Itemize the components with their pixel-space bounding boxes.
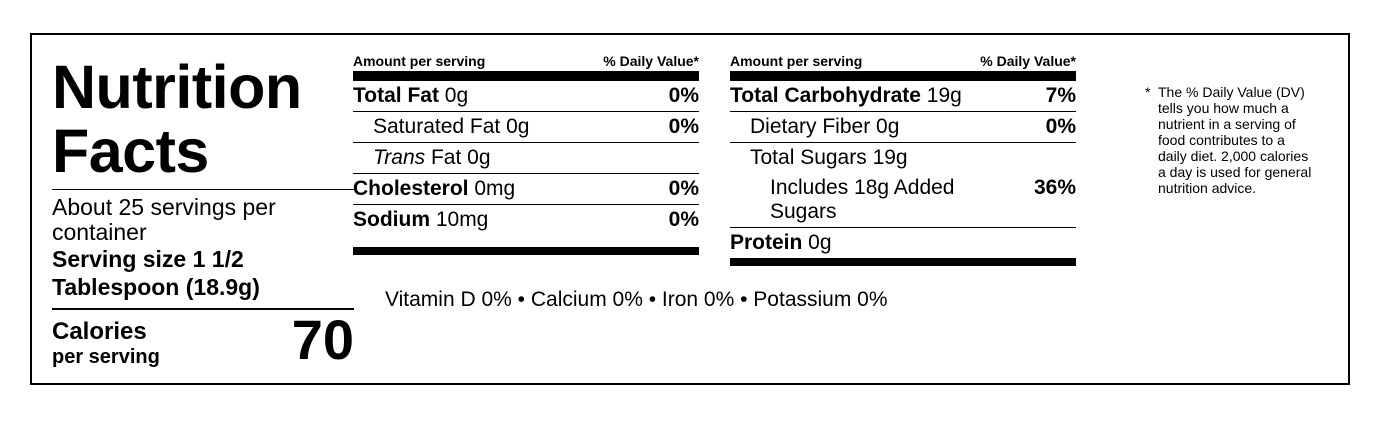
- nutrient-name: Sodium: [353, 208, 430, 231]
- nutrient-row-saturated-fat: Saturated Fat 0g 0%: [353, 112, 699, 143]
- nutrient-row-sodium: Sodium 10mg 0%: [353, 205, 699, 247]
- title-line-1: Nutrition: [52, 53, 302, 121]
- header-amount: Amount per serving: [353, 53, 486, 69]
- nutrient-name: Protein: [730, 231, 803, 254]
- table-header: Amount per serving % Daily Value*: [353, 51, 699, 81]
- nutrient-name: Cholesterol: [353, 177, 469, 200]
- nutrient-row-added-sugars: Includes 18g Added Sugars 36%: [730, 173, 1076, 228]
- title-line-2: Facts: [52, 117, 209, 185]
- nutrient-amount: 10mg: [430, 208, 489, 231]
- vitamins-minerals: Vitamin D 0% • Calcium 0% • Iron 0% • Po…: [385, 288, 888, 311]
- header-daily-value: % Daily Value*: [603, 53, 699, 69]
- nutrient-amount: 19g: [920, 84, 962, 107]
- header-daily-value: % Daily Value*: [980, 53, 1076, 69]
- nutrient-amount: 0g: [500, 115, 530, 138]
- nutrient-name: Includes 18g Added Sugars: [770, 176, 955, 223]
- nutrient-amount: 0g: [802, 231, 832, 254]
- servings-per-container: About 25 servings per container: [52, 194, 276, 245]
- nutrient-table-right: Amount per serving % Daily Value* Total …: [730, 51, 1076, 266]
- nutrient-dv: 0%: [1045, 115, 1076, 138]
- nutrient-row-protein: Protein 0g: [730, 228, 1076, 258]
- nutrient-amount: 19g: [866, 146, 908, 169]
- calories-label: Calories: [52, 318, 147, 345]
- footnote-text: The % Daily Value (DV) tells you how muc…: [1158, 84, 1312, 196]
- nutrient-amount: Fat 0g: [425, 146, 491, 169]
- nutrient-row-total-sugars: Total Sugars 19g: [730, 143, 1076, 173]
- thick-divider: [730, 258, 1076, 266]
- nutrient-amount: 0g: [870, 115, 900, 138]
- nutrient-dv: 0%: [668, 84, 699, 107]
- nutrient-row-cholesterol: Cholesterol 0mg 0%: [353, 174, 699, 205]
- nutrient-table-left: Amount per serving % Daily Value* Total …: [353, 51, 699, 255]
- nutrient-dv: 36%: [1033, 176, 1076, 199]
- label-title: Nutrition Facts: [52, 55, 354, 190]
- nutrient-name: Total Carbohydrate: [730, 84, 921, 107]
- nutrient-row-total-carbohydrate: Total Carbohydrate 19g 7%: [730, 81, 1076, 112]
- nutrient-name: Trans: [373, 146, 426, 169]
- calories-sub-label: per serving: [52, 346, 160, 368]
- nutrient-dv: 0%: [668, 208, 699, 231]
- calories-row: Calories per serving 70: [52, 310, 354, 372]
- table-header: Amount per serving % Daily Value*: [730, 51, 1076, 81]
- serving-size: Serving size 1 1/2 Tablespoon (18.9g): [52, 245, 354, 310]
- nutrient-name: Saturated Fat: [373, 115, 501, 138]
- nutrient-amount: 0mg: [468, 177, 516, 200]
- nutrient-name: Total Sugars: [750, 146, 867, 169]
- nutrient-amount: 0g: [438, 84, 469, 107]
- nutrient-dv: 0%: [668, 177, 699, 200]
- nutrient-row-dietary-fiber: Dietary Fiber 0g 0%: [730, 112, 1076, 143]
- footnote-asterisk: *: [1145, 84, 1151, 100]
- daily-value-footnote: * The % Daily Value (DV) tells you how m…: [1145, 84, 1317, 196]
- nutrient-name: Total Fat: [353, 84, 439, 107]
- nutrition-facts-label: Nutrition Facts About 25 servings per co…: [30, 33, 1350, 385]
- label-left-panel: Nutrition Facts About 25 servings per co…: [52, 55, 354, 372]
- nutrient-row-total-fat: Total Fat 0g 0%: [353, 81, 699, 112]
- nutrient-name: Dietary Fiber: [750, 115, 871, 138]
- nutrient-row-trans-fat: Trans Fat 0g: [353, 143, 699, 174]
- header-amount: Amount per serving: [730, 53, 863, 69]
- nutrient-dv: 7%: [1045, 84, 1076, 107]
- nutrient-dv: 0%: [668, 115, 699, 138]
- thick-divider: [353, 247, 699, 255]
- calories-value: 70: [291, 308, 354, 371]
